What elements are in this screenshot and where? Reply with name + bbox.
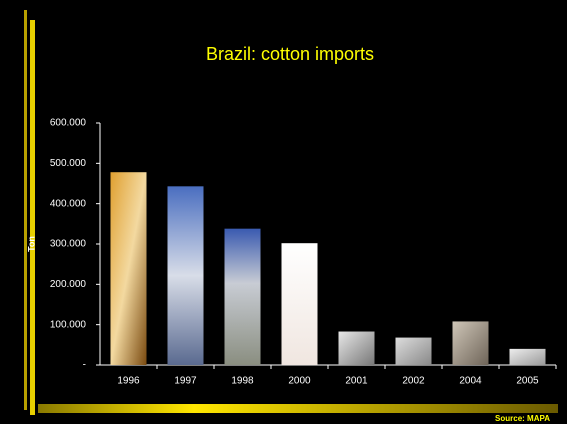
- bar: [395, 337, 432, 365]
- decor-bar: [38, 404, 558, 413]
- source: Source: MAPA: [495, 414, 550, 423]
- x-tick-label: 2000: [288, 376, 311, 387]
- y-tick-label: 100.000: [50, 319, 87, 330]
- y-tick-label: 300.000: [50, 239, 87, 250]
- bar: [224, 228, 261, 365]
- y-tick-label: -: [83, 360, 86, 371]
- bar: [281, 243, 318, 365]
- bar: [509, 348, 546, 365]
- decor-line: [24, 10, 27, 410]
- bar: [452, 321, 489, 365]
- bar: [167, 186, 204, 365]
- chart-title: Brazil: cotton imports: [206, 44, 374, 64]
- y-tick-label: 400.000: [50, 198, 87, 209]
- decor-line: [30, 20, 35, 415]
- y-tick-label: 600.000: [50, 118, 87, 129]
- y-axis-label: Ton: [26, 236, 36, 252]
- x-tick-label: 1998: [231, 376, 254, 387]
- x-tick-label: 2004: [459, 376, 482, 387]
- x-tick-label: 2001: [345, 376, 368, 387]
- x-tick-label: 1997: [174, 376, 197, 387]
- bar: [338, 331, 375, 365]
- y-tick-label: 500.000: [50, 158, 87, 169]
- bar: [110, 172, 147, 365]
- x-tick-label: 1996: [117, 376, 140, 387]
- y-tick-label: 200.000: [50, 279, 87, 290]
- x-tick-label: 2002: [402, 376, 425, 387]
- x-tick-label: 2005: [516, 376, 539, 387]
